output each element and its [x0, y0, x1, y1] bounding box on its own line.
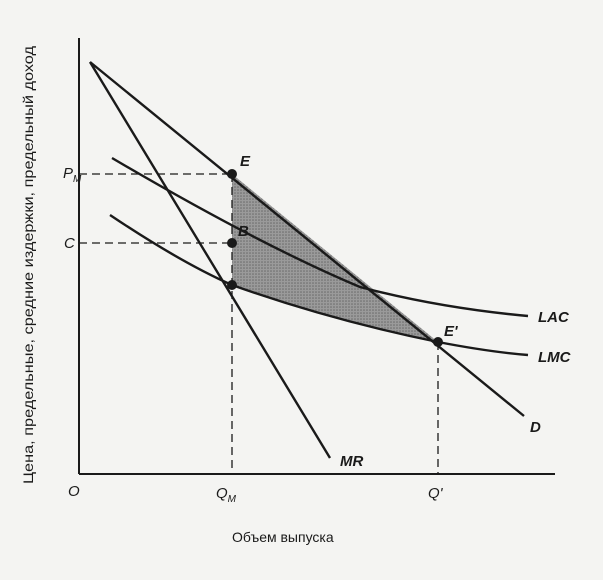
point-eprime [433, 337, 443, 347]
lac-curve [111, 156, 529, 318]
tick-pm: PM [63, 165, 82, 185]
tick-qm: QM [216, 485, 237, 505]
tick-origin: O [68, 483, 80, 500]
tick-qm-main: Q [216, 485, 228, 502]
label-mr: MR [340, 453, 363, 470]
tick-c: C [64, 235, 75, 252]
label-lmc: LMC [538, 349, 572, 366]
shaded-area [232, 174, 438, 342]
label-b: B [238, 223, 249, 240]
tick-pm-sub: M [73, 174, 82, 185]
point-a [227, 280, 237, 290]
label-e: E [240, 153, 251, 170]
label-eprime: E' [444, 323, 458, 340]
point-b [227, 238, 237, 248]
tick-qprime: Q' [428, 485, 444, 502]
mr-curve [88, 61, 332, 459]
tick-qm-sub: M [228, 494, 237, 505]
lmc-curve [109, 214, 529, 357]
label-demand: D [530, 419, 541, 436]
tick-pm-main: P [63, 165, 73, 182]
y-axis-title: Цена, предельные, средние издержки, пред… [20, 46, 36, 484]
point-e [227, 169, 237, 179]
x-axis-title: Объем выпуска [232, 529, 334, 545]
demand-curve [89, 61, 525, 417]
label-lac: LAC [538, 309, 570, 326]
